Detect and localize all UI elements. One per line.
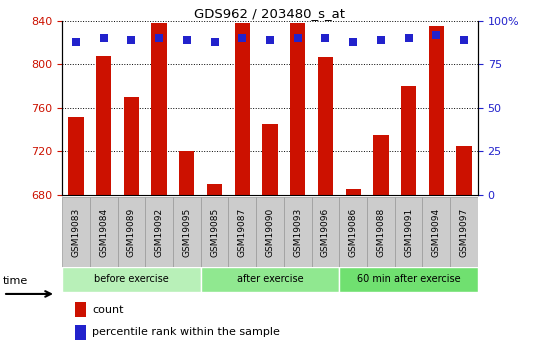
Bar [173, 197, 201, 267]
Bar [69, 117, 84, 195]
Bar [262, 124, 278, 195]
Bar [318, 57, 333, 195]
Text: after exercise: after exercise [237, 275, 303, 284]
Bar [450, 197, 478, 267]
Bar [312, 197, 339, 267]
Bar [201, 197, 228, 267]
Text: GSM19096: GSM19096 [321, 207, 330, 257]
Text: GSM19083: GSM19083 [71, 207, 80, 257]
Bar [96, 56, 111, 195]
Bar [62, 267, 201, 292]
Text: GSM19087: GSM19087 [238, 207, 247, 257]
Bar [456, 146, 471, 195]
Bar [201, 267, 339, 292]
Text: GSM19088: GSM19088 [376, 207, 386, 257]
Bar [284, 197, 312, 267]
Text: GSM19090: GSM19090 [266, 207, 274, 257]
Bar [256, 197, 284, 267]
Bar [429, 26, 444, 195]
Text: GSM19084: GSM19084 [99, 207, 108, 257]
Bar [346, 189, 361, 195]
Text: GSM19092: GSM19092 [154, 207, 164, 257]
Bar [152, 23, 167, 195]
Bar [62, 197, 90, 267]
Bar [75, 303, 86, 317]
Bar [422, 197, 450, 267]
Bar [90, 197, 118, 267]
Bar [145, 197, 173, 267]
Bar [118, 197, 145, 267]
Point [210, 39, 219, 45]
Text: GSM19086: GSM19086 [349, 207, 357, 257]
Text: GSM19085: GSM19085 [210, 207, 219, 257]
Text: GSM19097: GSM19097 [460, 207, 469, 257]
Text: percentile rank within the sample: percentile rank within the sample [92, 327, 280, 337]
Bar [228, 197, 256, 267]
Bar [290, 23, 305, 195]
Text: GSM19094: GSM19094 [432, 207, 441, 257]
Bar [367, 197, 395, 267]
Text: 60 min after exercise: 60 min after exercise [357, 275, 461, 284]
Bar [401, 86, 416, 195]
Point [404, 36, 413, 41]
Text: before exercise: before exercise [94, 275, 169, 284]
Bar [235, 23, 250, 195]
Bar [339, 197, 367, 267]
Point [432, 32, 441, 37]
Text: GSM19089: GSM19089 [127, 207, 136, 257]
Text: GSM19095: GSM19095 [183, 207, 191, 257]
Point [349, 39, 357, 45]
Point [183, 37, 191, 43]
Bar [75, 325, 86, 340]
Title: GDS962 / 203480_s_at: GDS962 / 203480_s_at [194, 7, 346, 20]
Point [72, 39, 80, 45]
Point [293, 36, 302, 41]
Bar [395, 197, 422, 267]
Point [376, 37, 385, 43]
Bar [339, 267, 478, 292]
Point [460, 37, 468, 43]
Point [238, 36, 247, 41]
Point [99, 36, 108, 41]
Point [321, 36, 330, 41]
Point [127, 37, 136, 43]
Bar [207, 184, 222, 195]
Bar [179, 151, 194, 195]
Text: time: time [3, 276, 29, 286]
Text: GSM19091: GSM19091 [404, 207, 413, 257]
Point [155, 36, 164, 41]
Text: count: count [92, 305, 124, 315]
Bar [373, 135, 388, 195]
Point [266, 37, 274, 43]
Text: GSM19093: GSM19093 [293, 207, 302, 257]
Bar [124, 97, 139, 195]
